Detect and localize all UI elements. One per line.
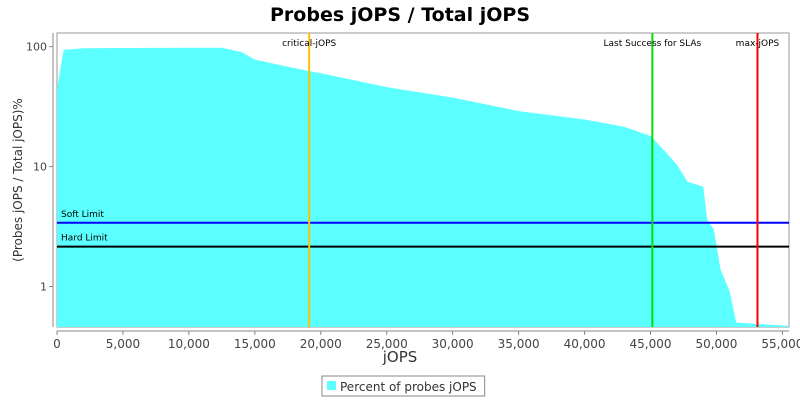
y-tick-label: 1 [40, 281, 47, 294]
y-axis-label: (Probes jOPS / Total jOPS)% [11, 98, 25, 262]
x-tick-label: 5,000 [106, 337, 140, 351]
y-tick-label: 100 [26, 41, 47, 54]
x-tick-label: 20,000 [300, 337, 342, 351]
x-tick-label: 55,000 [761, 337, 800, 351]
x-tick-label: 10,000 [168, 337, 210, 351]
legend-swatch [327, 381, 336, 390]
x-tick-label: 30,000 [432, 337, 474, 351]
x-tick-label: 35,000 [498, 337, 540, 351]
area [57, 47, 789, 327]
legend-label: Percent of probes jOPS [340, 380, 477, 394]
marker-label: critical-jOPS [282, 39, 336, 49]
x-tick-label: 50,000 [695, 337, 737, 351]
limit-label: Hard Limit [61, 234, 108, 244]
x-tick-label: 15,000 [234, 337, 276, 351]
y-tick-label: 10 [33, 161, 47, 174]
legend: Percent of probes jOPS [321, 375, 486, 397]
x-tick-label: 45,000 [630, 337, 672, 351]
x-axis-label: jOPS [382, 348, 418, 366]
limit-label: Soft Limit [61, 210, 104, 220]
chart-title: Probes jOPS / Total jOPS [270, 4, 530, 26]
x-tick-label: 0 [53, 337, 61, 351]
x-tick-label: 25,000 [366, 337, 408, 351]
legend-box [321, 375, 486, 397]
x-tick-label: 40,000 [564, 337, 606, 351]
marker-label: max-jOPS [736, 39, 780, 49]
marker-label: Last Success for SLAs [604, 39, 702, 49]
